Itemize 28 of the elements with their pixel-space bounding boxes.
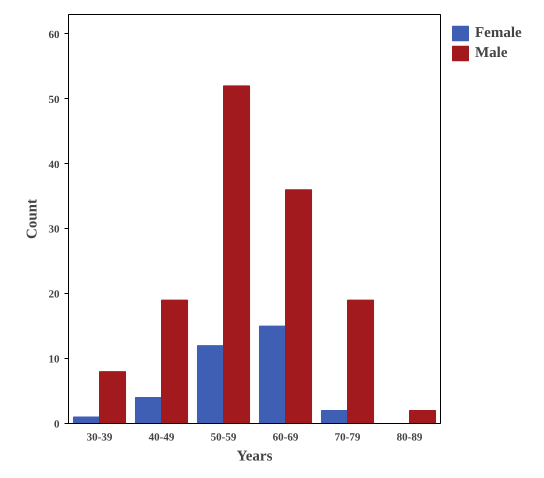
legend-label: Male [475,44,508,62]
bar [196,345,224,424]
bar [223,85,250,424]
bar [72,416,100,424]
y-tick-label: 30 [48,224,60,236]
bar [409,410,436,424]
y-tick-label: 60 [48,28,60,41]
legend-label: Female [475,24,522,42]
x-axis-title: Years [236,448,273,464]
y-tick-label: 50 [48,94,60,106]
y-tick-label: 0 [54,418,60,430]
bar [347,300,374,424]
x-tick-label: 60-69 [272,432,299,444]
bar [320,410,348,424]
y-tick-label: 20 [48,288,60,301]
x-tick-label: 80-89 [396,432,423,444]
bar [134,397,162,424]
y-tick-label: 40 [48,158,60,171]
y-axis-title: Count [24,198,40,240]
bar [99,371,126,424]
x-tick-label: 40-49 [148,432,175,444]
x-tick-label: 30-39 [86,432,113,444]
x-tick-label: 70-79 [334,432,361,444]
bar [161,300,188,424]
y-tick-label: 10 [48,354,60,366]
bar [258,326,286,424]
x-tick-label: 50-59 [210,432,237,444]
bar [285,189,312,424]
